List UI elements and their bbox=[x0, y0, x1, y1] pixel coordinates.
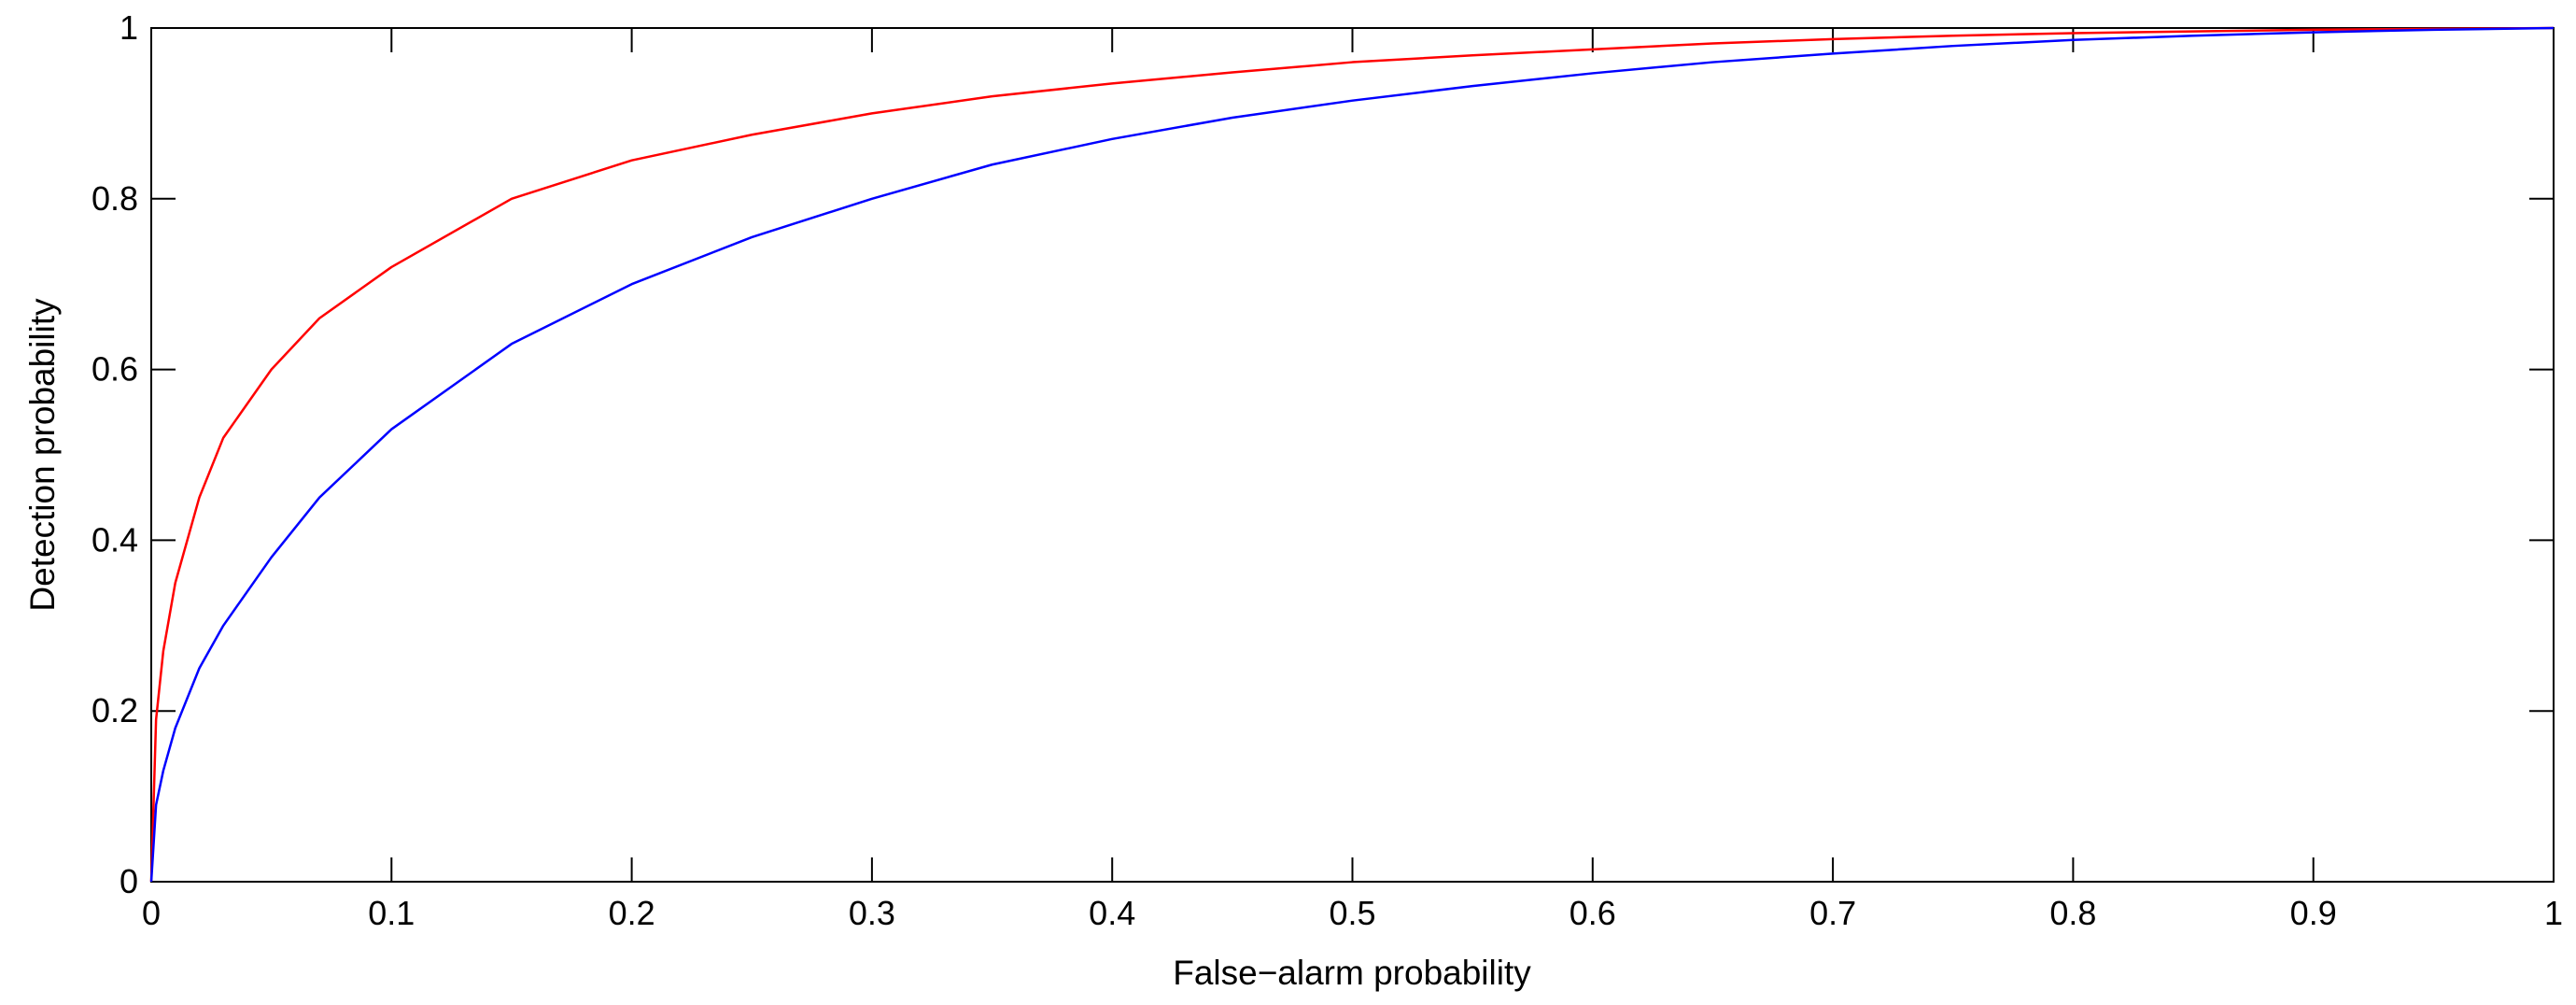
x-tick-label: 0.8 bbox=[2049, 894, 2096, 932]
y-tick-label: 0.6 bbox=[91, 350, 138, 389]
x-tick-labels: 0 0.1 0.2 0.3 0.4 0.5 0.6 0.7 0.8 0.9 1 bbox=[142, 894, 2563, 932]
plot-area bbox=[150, 27, 2555, 883]
x-tick-label: 0.2 bbox=[609, 894, 655, 932]
x-axis-label: False−alarm probability bbox=[1173, 954, 1531, 992]
x-tick-label: 0.7 bbox=[1809, 894, 1856, 932]
y-tick-label: 0.2 bbox=[91, 691, 138, 729]
x-tick-label: 0.6 bbox=[1570, 894, 1616, 932]
series-line-2 bbox=[149, 26, 2555, 883]
series-line-1 bbox=[149, 26, 2555, 883]
x-tick-label: 0.1 bbox=[368, 894, 415, 932]
y-tick-label: 0.8 bbox=[91, 179, 138, 218]
x-tick-label: 0.9 bbox=[2290, 894, 2337, 932]
y-tick-label: 0.4 bbox=[91, 520, 138, 559]
x-tick-label: 0.5 bbox=[1329, 894, 1375, 932]
x-tick-label: 0.4 bbox=[1089, 894, 1135, 932]
y-tick-label: 0 bbox=[120, 862, 138, 900]
series-lines bbox=[149, 26, 2555, 883]
y-tick-label: 1 bbox=[120, 8, 138, 47]
x-tick-label: 0 bbox=[142, 894, 161, 932]
x-tick-label: 1 bbox=[2544, 894, 2563, 932]
y-axis-label: Detection probability bbox=[23, 298, 62, 612]
x-tick-label: 0.3 bbox=[849, 894, 895, 932]
y-tick-labels: 0 0.2 0.4 0.6 0.8 1 bbox=[91, 8, 138, 900]
